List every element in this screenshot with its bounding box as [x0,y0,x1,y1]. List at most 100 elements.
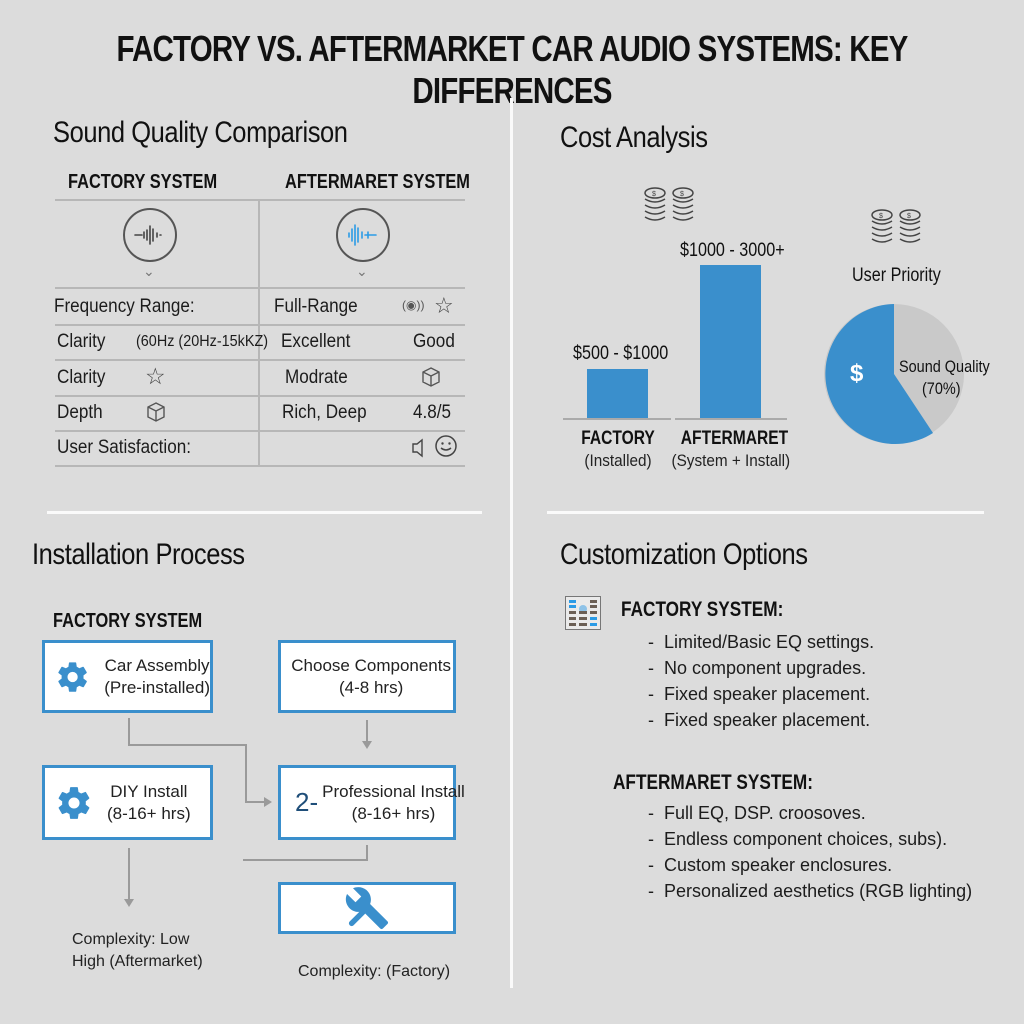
flow-box-car-assembly[interactable]: Car Assembly (Pre-installed) [42,640,213,713]
factory-options-list: Limited/Basic EQ settings. No component … [648,629,874,733]
star-icon: ☆ [145,363,166,389]
connector-line [366,720,368,742]
smiley-icon [434,434,458,463]
bar-baseline [675,418,787,420]
connector-line [245,801,265,803]
complexity-note-line2: High (Aftermarket) [72,953,203,970]
connector-line [366,845,368,860]
bar-sublabel-aftermarket: (System + Install) [671,451,791,470]
table-line [55,395,465,397]
row-value: 4.8/5 [413,402,452,423]
connector-line [128,744,246,746]
row-value: Modrate [285,367,348,388]
customization-title: Customization Options [560,538,808,571]
table-line [55,287,465,289]
vertical-divider [510,98,513,988]
table-line [55,465,465,467]
list-item: Limited/Basic EQ settings. [648,629,874,655]
page-title: FACTORY VS. AFTERMARKET CAR AUDIO SYSTEM… [116,28,908,111]
horizontal-divider-right [547,511,984,514]
star-icon: ☆ [434,293,454,318]
list-item: Fixed speaker placement. [648,681,874,707]
installation-subtitle: FACTORY SYSTEM [53,610,203,632]
row-value: Rich, Deep [282,402,367,423]
horizontal-divider-left [47,511,482,514]
sound-quality-title: Sound Quality Comparison [53,116,348,149]
coins-icon: $ $ [643,187,699,228]
flow-box-tools[interactable] [278,882,456,934]
flow-box-line2: (8-16+ hrs) [351,803,436,823]
svg-text:$: $ [652,191,656,198]
flow-box-diy-install[interactable]: DIY Install (8-16+ hrs) [42,765,213,840]
bar-factory [587,369,648,419]
flow-box-line1: DIY Install [110,781,188,801]
installation-title: Installation Process [32,538,245,571]
column-header-aftermarket: AFTERMARET SYSTEM [285,171,470,193]
aftermarket-options-list: Full EQ, DSP. croosoves. Endless compone… [648,800,972,904]
complexity-note-factory: Complexity: (Factory) [298,963,451,980]
list-item: Fixed speaker placement. [648,707,874,733]
tools-icon [345,887,389,930]
list-item: Full EQ, DSP. croosoves. [648,800,972,826]
connector-line [128,718,130,744]
bar-baseline [563,418,671,420]
list-item: No component upgrades. [648,655,874,681]
equalizer-icon [565,596,601,635]
gear-icon [58,786,90,819]
svg-text:$: $ [907,213,911,220]
list-item: Personalized aesthetics (RGB lighting) [648,878,972,904]
table-line [55,430,465,432]
chevron-down-icon[interactable]: ⌄ [143,263,155,279]
complexity-note-line1: Complexity: Low [72,931,190,948]
arrow-down-icon [362,741,372,749]
svg-text:$: $ [879,213,883,220]
row-label: Clarity [57,331,106,352]
connector-line [128,848,130,900]
cube-icon [145,401,167,428]
bar-label-aftermarket: AFTERMARET [680,428,789,449]
coins-icon: $ $ [870,209,926,250]
column-header-factory: FACTORY SYSTEM [68,171,218,193]
row-value: Full-Range [274,296,358,317]
flow-box-line2: (8-16+ hrs) [107,803,191,823]
connector-line [243,859,368,861]
speaker-signal-icon: (◉)) [402,298,425,312]
bar-aftermarket [700,265,761,419]
table-line [55,324,465,326]
speaker-icon [410,437,428,464]
table-column-divider [258,200,260,466]
row-label: Frequency Range: [54,296,195,317]
flow-box-line1: Car Assembly [104,655,210,675]
flow-box-choose-components[interactable]: Choose Components (4-8 hrs) [278,640,456,713]
cost-analysis-title: Cost Analysis [560,121,708,154]
chevron-down-icon[interactable]: ⌄ [356,263,368,279]
pie-label: Sound Quality [899,357,990,376]
flow-box-professional-install[interactable]: 2- Professional Install (8-16+ hrs) [278,765,465,840]
table-line [55,199,465,201]
bar-label-factory: FACTORY [581,428,655,449]
dollar-icon: $ [850,360,864,387]
svg-text:$: $ [680,191,684,198]
row-label: Clarity [57,367,106,388]
arrow-right-icon [264,797,272,807]
flow-box-line2: (4-8 hrs) [339,677,404,697]
gear-icon [58,661,87,692]
pie-chart [823,303,965,450]
flow-box-line1: Professional Install [322,781,465,801]
customization-factory-head: FACTORY SYSTEM: [621,598,784,621]
cube-icon [420,366,442,393]
row-value: Excellent [281,331,351,352]
sound-wave-blue-icon [336,208,390,262]
row-label: User Satisfaction: [57,437,192,458]
list-item: Endless component choices, subs). [648,826,972,852]
bar-value-factory: $500 - $1000 [573,343,669,364]
sound-wave-icon [123,208,177,262]
pie-percent: (70%) [922,379,961,398]
step-number: 2- [295,787,319,817]
connector-line [245,744,247,802]
row-value: Good [413,331,455,352]
row-value: (60Hz (20Hz-15kKZ) [136,333,269,350]
bar-value-aftermarket: $1000 - 3000+ [680,240,785,261]
pie-title: User Priority [852,265,941,286]
customization-aftermarket-head: AFTERMARET SYSTEM: [613,771,813,794]
